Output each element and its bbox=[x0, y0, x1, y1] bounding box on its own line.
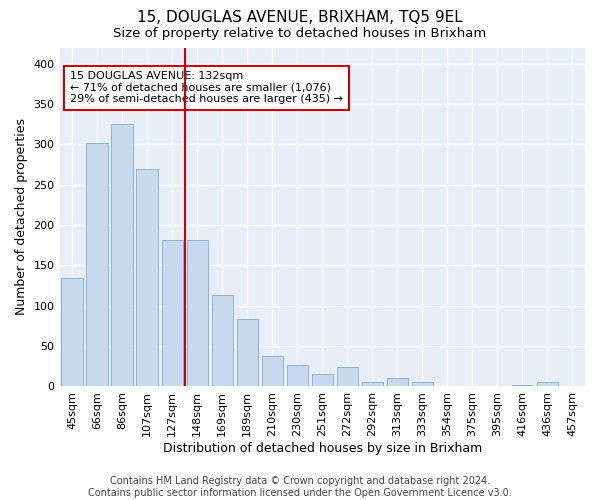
Text: Size of property relative to detached houses in Brixham: Size of property relative to detached ho… bbox=[113, 28, 487, 40]
Bar bbox=[537, 382, 558, 386]
Bar bbox=[412, 382, 433, 386]
Bar bbox=[262, 356, 283, 386]
Bar bbox=[212, 296, 233, 386]
Bar bbox=[187, 240, 208, 386]
Bar bbox=[86, 142, 108, 386]
Bar bbox=[161, 240, 183, 386]
Text: 15, DOUGLAS AVENUE, BRIXHAM, TQ5 9EL: 15, DOUGLAS AVENUE, BRIXHAM, TQ5 9EL bbox=[137, 10, 463, 25]
Bar bbox=[387, 378, 408, 386]
Bar bbox=[287, 364, 308, 386]
Bar bbox=[136, 168, 158, 386]
Bar bbox=[61, 278, 83, 386]
Bar bbox=[112, 124, 133, 386]
Bar bbox=[362, 382, 383, 386]
Bar bbox=[311, 374, 333, 386]
Bar bbox=[236, 320, 258, 386]
Bar bbox=[512, 385, 533, 386]
X-axis label: Distribution of detached houses by size in Brixham: Distribution of detached houses by size … bbox=[163, 442, 482, 455]
Y-axis label: Number of detached properties: Number of detached properties bbox=[15, 118, 28, 316]
Text: Contains HM Land Registry data © Crown copyright and database right 2024.
Contai: Contains HM Land Registry data © Crown c… bbox=[88, 476, 512, 498]
Text: 15 DOUGLAS AVENUE: 132sqm
← 71% of detached houses are smaller (1,076)
29% of se: 15 DOUGLAS AVENUE: 132sqm ← 71% of detac… bbox=[70, 71, 343, 104]
Bar bbox=[337, 367, 358, 386]
